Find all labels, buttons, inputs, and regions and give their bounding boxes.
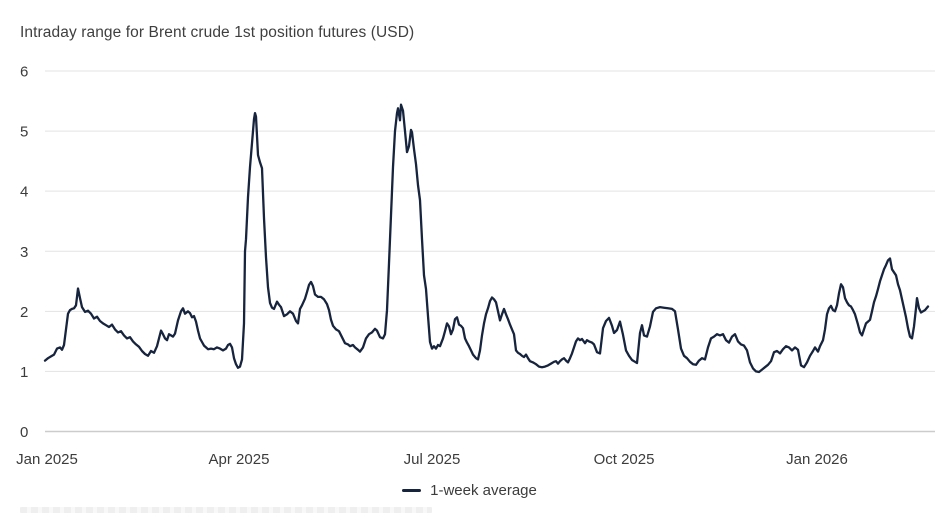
y-axis-label-2: 2 [20,304,28,321]
cropped-source-text [20,507,432,513]
x-axis-label: Oct 2025 [594,451,655,468]
y-axis-label-4: 4 [20,184,28,201]
series-line-1-week-average [43,103,930,374]
x-axis-label: Jan 2025 [16,451,78,468]
x-axis-label: Jan 2026 [786,451,848,468]
chart-legend: 1-week average [0,478,939,502]
y-axis-label-0: 0 [20,424,28,441]
chart-title: Intraday range for Brent crude 1st posit… [20,24,415,41]
x-axis-label: Jul 2025 [404,451,461,468]
x-axis-label: Apr 2025 [209,451,270,468]
legend-label: 1-week average [430,481,537,499]
legend-line-swatch [402,488,422,492]
y-axis-label-3: 3 [20,244,28,261]
y-axis-label-6: 6 [20,64,28,81]
y-axis-label-5: 5 [20,124,28,141]
y-axis-label-1: 1 [20,364,28,381]
